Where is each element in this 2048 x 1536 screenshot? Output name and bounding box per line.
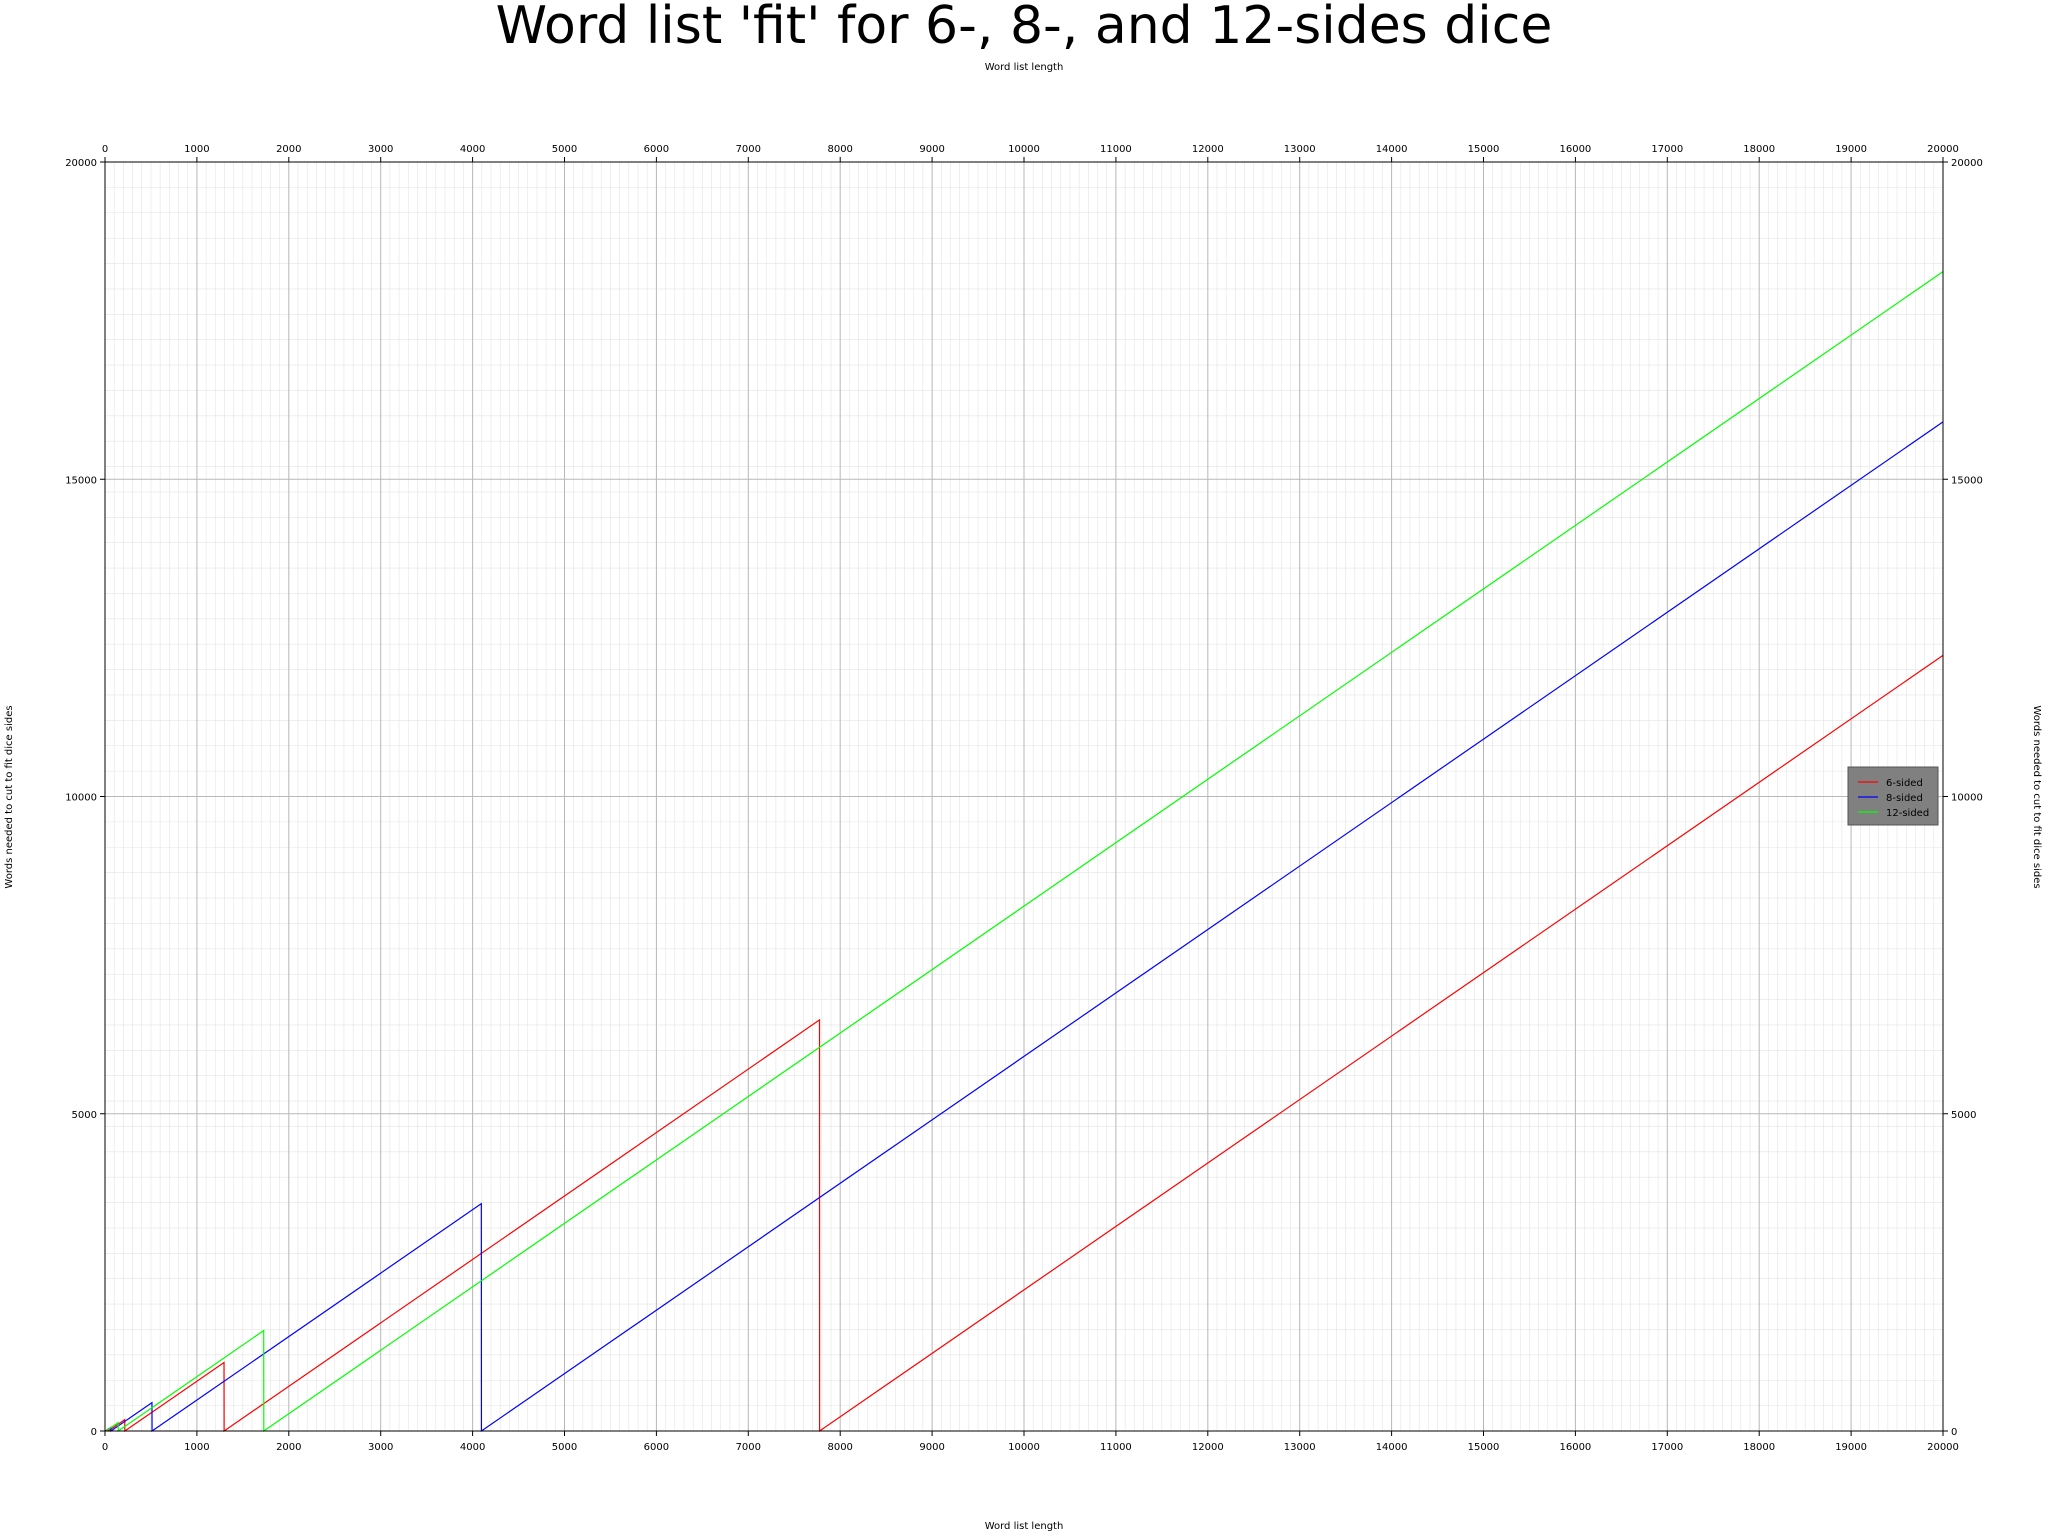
x-tick-label: 11000 bbox=[1100, 1442, 1132, 1453]
y-tick-label-right: 10000 bbox=[1951, 793, 1983, 804]
axis-ticks: 0010001000200020003000300040004000500050… bbox=[65, 144, 1983, 1453]
x-tick-label-top: 0 bbox=[102, 144, 108, 155]
y-tick-label: 20000 bbox=[65, 158, 97, 169]
y-tick-label-right: 0 bbox=[1951, 1427, 1957, 1438]
x-tick-label-top: 10000 bbox=[1008, 144, 1040, 155]
x-tick-label-top: 12000 bbox=[1192, 144, 1224, 155]
y-tick-label: 0 bbox=[91, 1427, 97, 1438]
x-axis-title-bottom: Word list length bbox=[985, 1521, 1064, 1532]
y-tick-label-right: 20000 bbox=[1951, 158, 1983, 169]
x-tick-label: 20000 bbox=[1927, 1442, 1959, 1453]
x-tick-label: 7000 bbox=[736, 1442, 761, 1453]
x-tick-label: 6000 bbox=[644, 1442, 669, 1453]
series-line-12-sided bbox=[105, 271, 1944, 1433]
legend: 6-sided 8-sided 12-sided bbox=[1847, 766, 1939, 826]
y-tick-label-right: 5000 bbox=[1951, 1110, 1976, 1121]
x-tick-label: 3000 bbox=[368, 1442, 393, 1453]
x-tick-label: 4000 bbox=[460, 1442, 485, 1453]
x-axis-title-top: Word list length bbox=[985, 62, 1064, 73]
x-tick-label-top: 18000 bbox=[1743, 144, 1775, 155]
x-tick-label-top: 3000 bbox=[368, 144, 393, 155]
y-axis-title-left: Words needed to cut to fit dice sides bbox=[4, 705, 15, 888]
x-tick-label-top: 17000 bbox=[1651, 144, 1683, 155]
x-tick-label-top: 5000 bbox=[552, 144, 577, 155]
x-tick-label-top: 1000 bbox=[184, 144, 209, 155]
x-tick-label-top: 8000 bbox=[827, 144, 852, 155]
x-tick-label: 5000 bbox=[552, 1442, 577, 1453]
x-tick-label: 12000 bbox=[1192, 1442, 1224, 1453]
y-axis-title-right: Words needed to cut to fit dice sides bbox=[2031, 705, 2042, 888]
y-tick-label: 10000 bbox=[65, 793, 97, 804]
x-tick-label-top: 6000 bbox=[644, 144, 669, 155]
x-tick-label: 9000 bbox=[919, 1442, 944, 1453]
x-tick-label-top: 2000 bbox=[276, 144, 301, 155]
x-tick-label: 14000 bbox=[1376, 1442, 1408, 1453]
x-tick-label-top: 20000 bbox=[1927, 144, 1959, 155]
x-tick-label-top: 14000 bbox=[1376, 144, 1408, 155]
grid bbox=[104, 161, 1944, 1432]
x-tick-label: 19000 bbox=[1835, 1442, 1867, 1453]
x-tick-label-top: 9000 bbox=[919, 144, 944, 155]
y-tick-label-right: 15000 bbox=[1951, 475, 1983, 486]
legend-label-8-sided: 8-sided bbox=[1886, 793, 1923, 804]
legend-label-6-sided: 6-sided bbox=[1886, 778, 1923, 789]
y-tick-label: 15000 bbox=[65, 475, 97, 486]
x-tick-label-top: 7000 bbox=[736, 144, 761, 155]
x-tick-label-top: 15000 bbox=[1468, 144, 1500, 155]
y-tick-label: 5000 bbox=[72, 1110, 97, 1121]
x-tick-label-top: 13000 bbox=[1284, 144, 1316, 155]
legend-box bbox=[1847, 766, 1939, 826]
x-tick-label: 15000 bbox=[1468, 1442, 1500, 1453]
x-tick-label: 8000 bbox=[827, 1442, 852, 1453]
x-tick-label-top: 19000 bbox=[1835, 144, 1867, 155]
x-tick-label: 13000 bbox=[1284, 1442, 1316, 1453]
x-tick-label-top: 4000 bbox=[460, 144, 485, 155]
x-tick-label: 10000 bbox=[1008, 1442, 1040, 1453]
legend-label-12-sided: 12-sided bbox=[1886, 808, 1929, 819]
x-tick-label: 2000 bbox=[276, 1442, 301, 1453]
series-lines bbox=[105, 271, 1944, 1433]
x-tick-label-top: 11000 bbox=[1100, 144, 1132, 155]
x-tick-label: 16000 bbox=[1559, 1442, 1591, 1453]
x-tick-label: 18000 bbox=[1743, 1442, 1775, 1453]
x-tick-label: 17000 bbox=[1651, 1442, 1683, 1453]
x-tick-label-top: 16000 bbox=[1559, 144, 1591, 155]
chart-title: Word list 'fit' for 6-, 8-, and 12-sides… bbox=[496, 0, 1553, 56]
x-tick-label: 1000 bbox=[184, 1442, 209, 1453]
x-tick-label: 0 bbox=[102, 1442, 108, 1453]
